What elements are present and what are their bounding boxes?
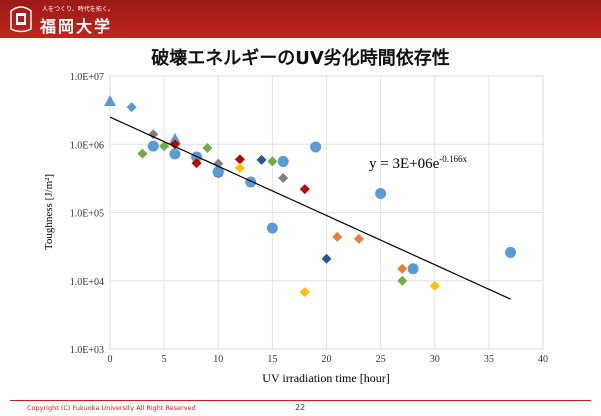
slide-title: 破壊エネルギーのUV劣化時間依存性 bbox=[151, 48, 450, 69]
data-point-diamond bbox=[429, 280, 440, 291]
data-point-diamond bbox=[299, 184, 310, 195]
x-tick-label: 40 bbox=[538, 354, 548, 365]
x-tick-label: 15 bbox=[267, 354, 277, 365]
data-point-circle bbox=[212, 165, 224, 177]
university-emblem-icon bbox=[10, 6, 32, 33]
data-point-diamond bbox=[148, 129, 159, 140]
copyright: Copyright (C) Fukuoka University All Rig… bbox=[27, 404, 196, 412]
x-tick-label: 20 bbox=[322, 354, 332, 365]
data-point-circle bbox=[169, 148, 181, 160]
data-point-circle bbox=[266, 222, 278, 234]
data-point-circle bbox=[277, 155, 289, 167]
y-axis-label: Toughness [J/m²] bbox=[43, 174, 55, 250]
data-point-circle bbox=[245, 176, 257, 188]
y-tick-label: 1.0E+07 bbox=[70, 72, 104, 83]
data-point-diamond bbox=[278, 173, 289, 184]
data-point-diamond bbox=[202, 143, 213, 154]
header-banner: 人をつくり、時代を拓く。 福岡大学 bbox=[0, 0, 601, 38]
data-point-diamond bbox=[137, 148, 148, 159]
data-point-diamond bbox=[159, 141, 170, 152]
data-point-diamond bbox=[321, 253, 332, 264]
y-tick-label: 1.0E+03 bbox=[70, 345, 104, 356]
data-point-circle bbox=[505, 246, 517, 258]
data-point-diamond bbox=[267, 156, 278, 167]
x-axis-label: UV irradiation time [hour] bbox=[262, 371, 389, 385]
data-point-diamond bbox=[397, 263, 408, 274]
data-point-triangle bbox=[104, 95, 116, 107]
footer-divider bbox=[10, 400, 591, 401]
x-tick-label: 5 bbox=[162, 354, 167, 365]
university-name: 福岡大学 bbox=[40, 17, 113, 36]
x-tick-label: 30 bbox=[430, 354, 440, 365]
data-point-diamond bbox=[332, 231, 343, 242]
data-point-circle bbox=[375, 187, 387, 199]
data-point-circle bbox=[147, 140, 159, 152]
data-point-diamond bbox=[234, 154, 245, 165]
y-tick-label: 1.0E+06 bbox=[70, 140, 104, 151]
trendline bbox=[109, 116, 511, 300]
data-point-diamond bbox=[169, 139, 180, 150]
x-tick-label: 35 bbox=[484, 354, 494, 365]
data-point-diamond bbox=[126, 102, 137, 113]
x-tick-label: 0 bbox=[108, 354, 113, 365]
plot-area bbox=[109, 75, 544, 350]
data-point-diamond bbox=[234, 162, 245, 173]
tagline: 人をつくり、時代を拓く。 bbox=[42, 6, 114, 13]
data-point-triangle bbox=[168, 132, 181, 144]
trendline-equation: y = 3E+06e-0.166x bbox=[369, 154, 467, 172]
data-point-diamond bbox=[213, 158, 224, 169]
y-tick-label: 1.0E+04 bbox=[70, 277, 104, 288]
data-point-diamond bbox=[191, 158, 202, 169]
x-tick-label: 10 bbox=[213, 354, 223, 365]
data-point-diamond bbox=[397, 275, 408, 286]
data-point-circle bbox=[310, 141, 322, 153]
data-point-diamond bbox=[353, 233, 364, 244]
data-point-diamond bbox=[256, 154, 267, 165]
y-tick-label: 1.0E+05 bbox=[70, 209, 104, 220]
page-number: 22 bbox=[295, 403, 306, 412]
data-point-diamond bbox=[299, 287, 310, 298]
data-point-circle bbox=[407, 263, 419, 275]
x-tick-label: 25 bbox=[376, 354, 386, 365]
